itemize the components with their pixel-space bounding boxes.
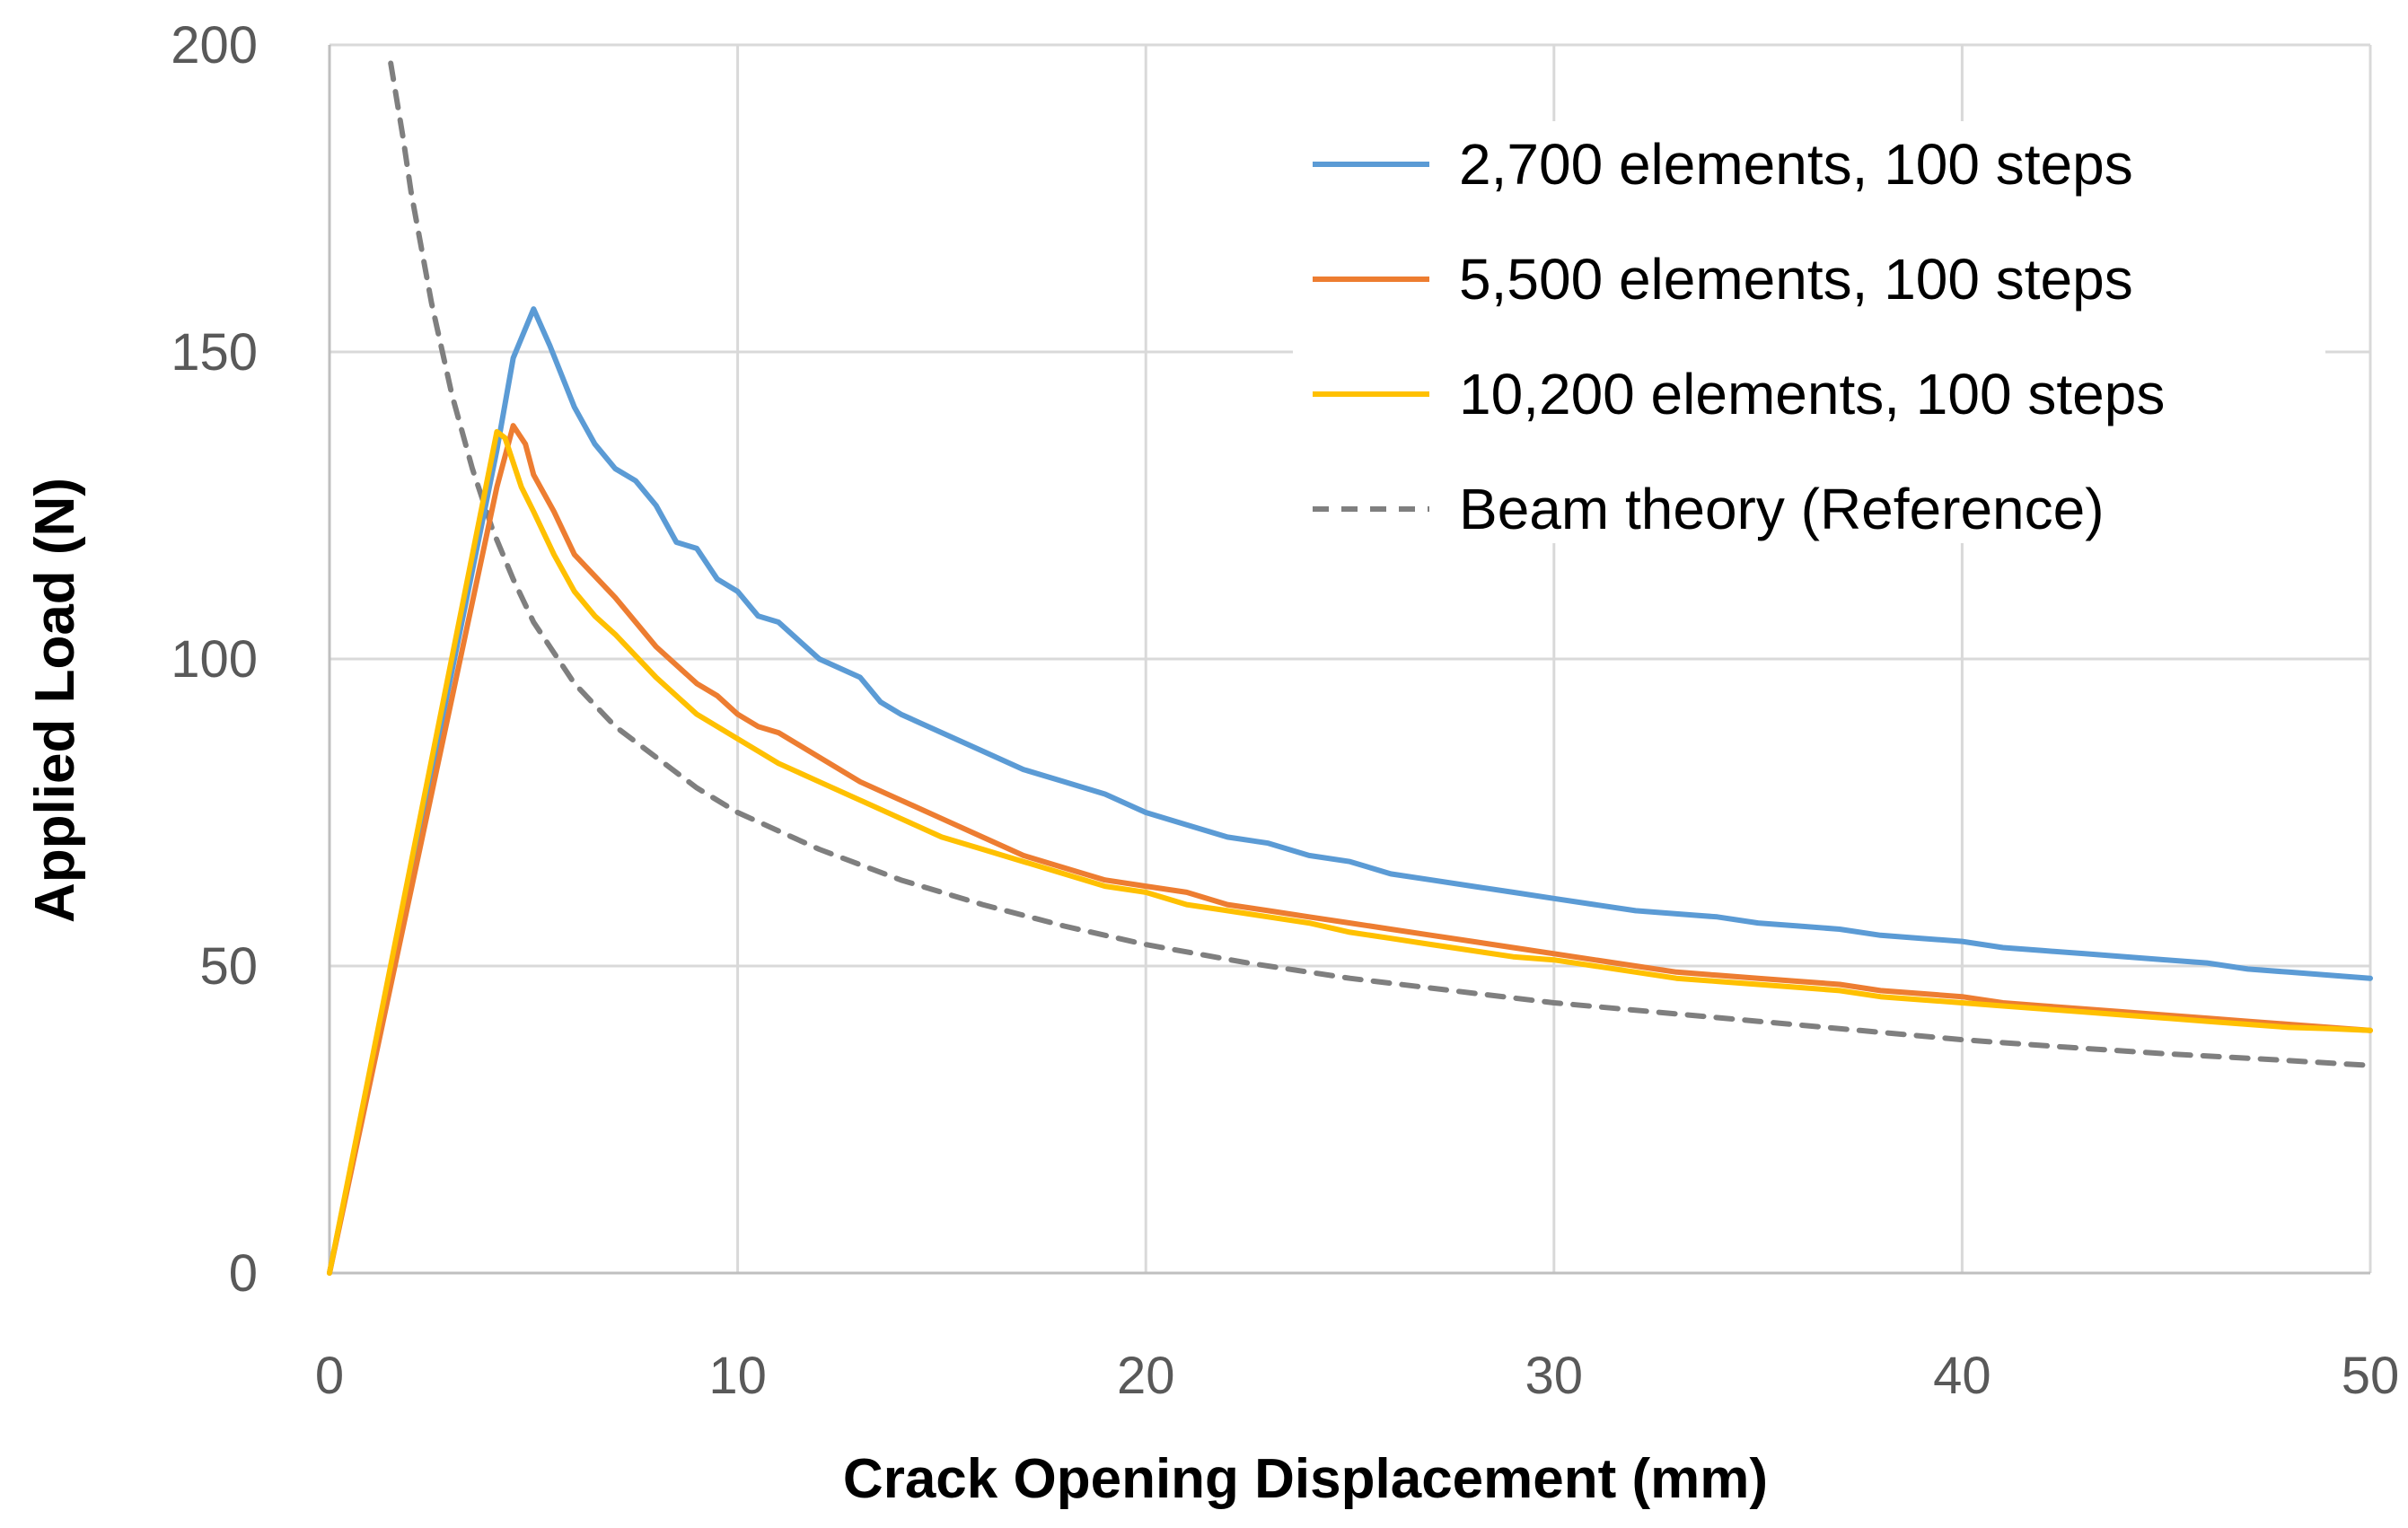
x-tick-label: 20 xyxy=(1117,1347,1175,1405)
series-line-3 xyxy=(327,428,2373,1276)
y-tick-label: 100 xyxy=(171,630,258,689)
plot-area xyxy=(327,60,2373,1276)
y-tick-label: 200 xyxy=(171,16,258,75)
legend-background xyxy=(1293,121,2325,543)
x-tick-label: 0 xyxy=(315,1347,344,1405)
y-tick-label: 0 xyxy=(229,1244,258,1303)
series-line-4 xyxy=(388,60,2373,1068)
y-axis-title: Applied Load (N) xyxy=(24,478,86,923)
legend-label-2: 5,500 elements, 100 steps xyxy=(1459,247,2133,312)
legend-label-1: 2,700 elements, 100 steps xyxy=(1459,132,2133,197)
y-tick-label: 50 xyxy=(199,937,258,996)
legend-label-3: 10,200 elements, 100 steps xyxy=(1459,362,2165,426)
legend-label-4: Beam theory (Reference) xyxy=(1459,477,2105,541)
series-line-1 xyxy=(327,306,2373,1276)
y-tick-label: 150 xyxy=(171,323,258,382)
tick-labels: 0 50 100 150 200 0 10 20 30 40 50 xyxy=(171,16,2399,1405)
x-tick-label: 10 xyxy=(708,1347,767,1405)
legend: 2,700 elements, 100 steps 5,500 elements,… xyxy=(1313,132,2165,541)
x-tick-label: 50 xyxy=(2342,1347,2400,1405)
series-line-2 xyxy=(327,423,2373,1276)
x-tick-label: 30 xyxy=(1525,1347,1584,1405)
x-axis-title: Crack Opening Displacement (mm) xyxy=(843,1448,1768,1510)
x-tick-label: 40 xyxy=(1933,1347,1991,1405)
